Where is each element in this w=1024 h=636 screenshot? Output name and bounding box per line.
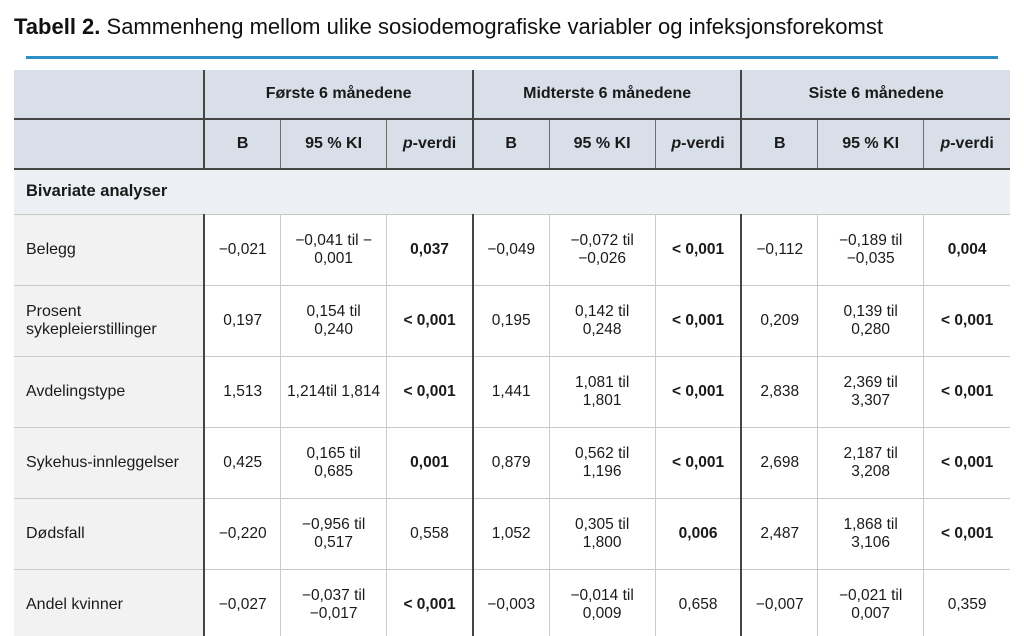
cell-b: −0,112 [740,213,818,285]
group-header-last: Siste 6 månedene [740,69,1010,120]
cell-ki: 2,369 til 3,307 [817,355,924,427]
corner-cell [14,118,205,170]
cell-p: 0,006 [654,497,742,569]
cell-p: < 0,001 [923,284,1010,356]
cell-ki: 0,165 til 0,685 [279,426,387,498]
cell-ki: 0,305 til 1,800 [548,497,656,569]
cell-b: 1,441 [471,355,550,427]
cell-p: < 0,001 [386,568,473,636]
page-title: Tabell 2. Sammenheng mellom ulike sosiod… [14,13,1010,41]
col-header-ki: 95 % KI [279,118,387,170]
table-row-dodsfall: Dødsfall −0,220 −0,956 til 0,517 0,558 1… [14,497,1010,569]
p-suffix: -verdi [412,134,457,152]
cell-b: −0,220 [203,497,281,569]
cell-p: < 0,001 [923,355,1010,427]
cell-ki: −0,072 til −0,026 [548,213,656,285]
title-divider [26,55,998,59]
cell-ki: −0,037 til −0,017 [279,568,387,636]
p-suffix: -verdi [681,134,725,152]
cell-ki: −0,956 til 0,517 [279,497,387,569]
cell-p: < 0,001 [654,213,742,285]
cell-b: −0,003 [471,568,550,636]
cell-ki: −0,041 til − 0,001 [279,213,387,285]
cell-b: −0,049 [471,213,550,285]
cell-p: < 0,001 [654,355,742,427]
row-label: Avdelingstype [14,355,206,427]
cell-b: −0,021 [203,213,281,285]
cell-b: 0,879 [471,426,550,498]
cell-b: 1,052 [471,497,550,569]
col-header-b: B [740,118,818,170]
cell-ki: 0,154 til 0,240 [279,284,387,356]
cell-p: < 0,001 [654,284,742,356]
row-label: Dødsfall [14,497,206,569]
period-header-row: Første 6 månedene Midterste 6 månedene S… [14,69,1010,120]
table-row-prosent-sykepleierstillinger: Prosent sykepleierstillinger 0,197 0,154… [14,284,1010,356]
row-label: Belegg [14,213,206,285]
row-label: Andel kvinner [14,568,206,636]
cell-ki: 0,562 til 1,196 [548,426,656,498]
cell-p: 0,004 [923,213,1010,285]
cell-ki: −0,014 til 0,009 [548,568,656,636]
cell-b: 0,209 [740,284,818,356]
group-header-middle: Midterste 6 månedene [471,69,742,120]
table-caption: Sammenheng mellom ulike sosiodemografisk… [100,14,883,39]
p-symbol: p [671,134,682,152]
cell-b: 2,838 [740,355,818,427]
col-header-p: p-verdi [654,118,742,170]
col-header-p: p-verdi [923,118,1010,170]
section-header-row: Bivariate analyser [14,168,1010,215]
cell-ki: −0,021 til 0,007 [817,568,924,636]
col-header-b: B [203,118,281,170]
col-header-ki: 95 % KI [817,118,924,170]
cell-b: 0,195 [471,284,550,356]
table-number: Tabell 2. [14,14,101,39]
table-row-avdelingstype: Avdelingstype 1,513 1,214til 1,814 < 0,0… [14,355,1010,427]
table-row-andel-kvinner: Andel kvinner −0,027 −0,037 til −0,017 <… [14,568,1010,636]
row-label: Prosent sykepleierstillinger [14,284,206,356]
group-header-first: Første 6 månedene [203,69,473,120]
cell-ki: 1,214til 1,814 [279,355,387,427]
cell-p: < 0,001 [386,284,473,356]
corner-cell [14,69,205,120]
p-symbol: p [940,134,951,152]
cell-b: 1,513 [203,355,281,427]
cell-ki: −0,189 til −0,035 [817,213,924,285]
p-symbol: p [402,134,413,152]
cell-p: 0,558 [386,497,473,569]
results-table: Første 6 månedene Midterste 6 månedene S… [14,69,1010,636]
cell-ki: 0,139 til 0,280 [817,284,924,356]
cell-b: 2,698 [740,426,818,498]
cell-b: −0,007 [740,568,818,636]
cell-p: < 0,001 [923,426,1010,498]
cell-p: 0,037 [386,213,473,285]
p-suffix: -verdi [950,134,994,152]
col-header-p: p-verdi [386,118,473,170]
cell-b: 2,487 [740,497,818,569]
cell-ki: 1,868 til 3,106 [817,497,924,569]
cell-p: 0,658 [654,568,742,636]
col-header-ki: 95 % KI [548,118,656,170]
cell-p: 0,001 [386,426,473,498]
cell-p: < 0,001 [386,355,473,427]
table-row-belegg: Belegg −0,021 −0,041 til − 0,001 0,037 −… [14,213,1010,285]
cell-b: 0,197 [203,284,281,356]
cell-p: < 0,001 [654,426,742,498]
cell-ki: 0,142 til 0,248 [548,284,656,356]
cell-p: 0,359 [923,568,1010,636]
row-label: Sykehus-innleggelser [14,426,206,498]
cell-ki: 2,187 til 3,208 [817,426,924,498]
stat-header-row: B 95 % KI p-verdi B 95 % KI p-verdi B 95… [14,118,1010,170]
col-header-b: B [471,118,550,170]
table-row-sykehusinnleggelser: Sykehus-innleggelser 0,425 0,165 til 0,6… [14,426,1010,498]
cell-p: < 0,001 [923,497,1010,569]
cell-b: 0,425 [203,426,281,498]
cell-b: −0,027 [203,568,281,636]
section-header-label: Bivariate analyser [14,168,1010,215]
cell-ki: 1,081 til 1,801 [548,355,656,427]
table-title-block: Tabell 2. Sammenheng mellom ulike sosiod… [0,0,1024,59]
